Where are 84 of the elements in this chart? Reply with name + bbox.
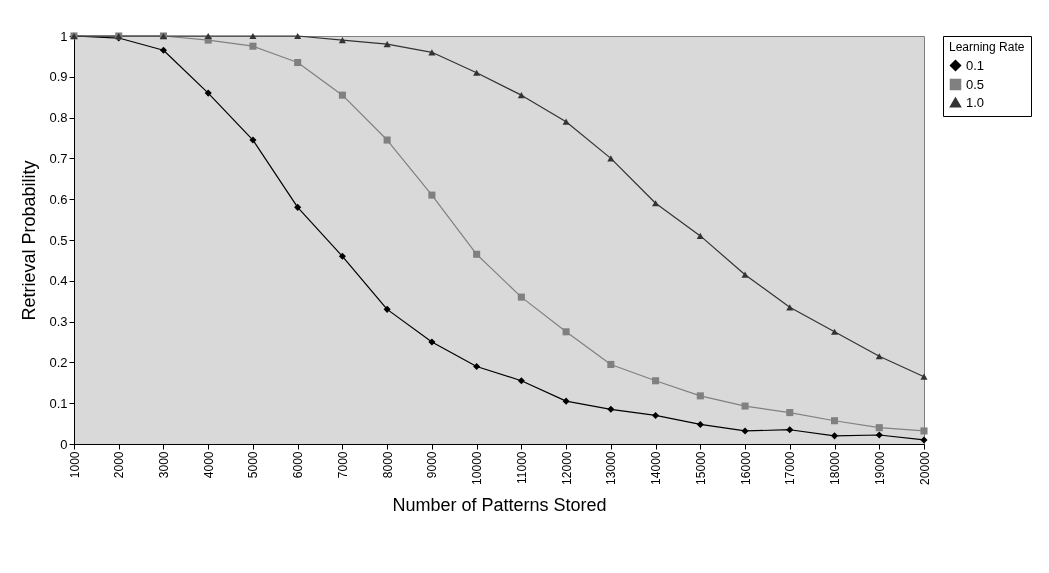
x-tick-label: 9000 xyxy=(425,451,440,479)
point xyxy=(786,426,794,434)
point xyxy=(696,392,704,400)
x-tick-label: 12000 xyxy=(559,451,574,485)
point xyxy=(741,427,749,435)
y-tick-label: 0.9 xyxy=(49,69,68,85)
point xyxy=(428,191,436,199)
point xyxy=(741,271,749,278)
x-tick-label: 18000 xyxy=(828,451,843,485)
point xyxy=(830,432,839,440)
point xyxy=(428,338,436,346)
point xyxy=(562,118,570,125)
point xyxy=(741,402,749,410)
point xyxy=(383,305,391,313)
x-tick-label: 20000 xyxy=(917,451,932,485)
y-tick-label: 0.3 xyxy=(49,314,68,330)
point xyxy=(294,203,302,211)
x-tick-label: 8000 xyxy=(380,451,395,479)
x-tick-label: 15000 xyxy=(693,451,708,485)
point xyxy=(562,397,570,405)
x-tick-label: 7000 xyxy=(335,451,350,479)
point xyxy=(517,293,525,301)
legend-title: Learning Rate xyxy=(949,40,1025,54)
point xyxy=(562,328,570,336)
y-tick-label: 0.6 xyxy=(49,191,68,207)
point xyxy=(338,91,346,99)
legend-label: 0.1 xyxy=(966,57,985,73)
x-tick-label: 11000 xyxy=(514,451,529,484)
y-tick-label: 0 xyxy=(60,436,68,452)
point xyxy=(159,46,168,54)
point xyxy=(830,417,839,425)
point xyxy=(920,436,928,444)
x-tick-label: 2000 xyxy=(112,451,127,479)
y-axis-title: Retrieval Probability xyxy=(19,160,40,321)
x-tick-label: 13000 xyxy=(604,451,619,485)
point xyxy=(294,58,302,67)
x-tick-label: 5000 xyxy=(246,451,261,479)
point xyxy=(517,92,525,99)
point xyxy=(696,420,704,428)
x-tick-label: 16000 xyxy=(738,451,753,485)
x-tick-label: 6000 xyxy=(291,451,306,479)
point xyxy=(607,405,615,413)
point xyxy=(875,431,883,439)
point xyxy=(652,200,660,207)
point xyxy=(204,89,212,97)
x-tick-label: 17000 xyxy=(783,451,798,485)
point xyxy=(338,252,346,260)
point xyxy=(383,136,391,144)
point xyxy=(249,32,257,40)
x-axis-title: Number of Patterns Stored xyxy=(392,494,607,515)
y-tick-label: 0.8 xyxy=(49,110,68,126)
point xyxy=(249,136,257,144)
point xyxy=(607,360,615,368)
x-tick-label: 3000 xyxy=(156,451,171,479)
y-tick-label: 0.4 xyxy=(49,273,68,289)
x-tick-label: 10000 xyxy=(470,451,485,485)
legend-label: 1.0 xyxy=(966,94,985,110)
point xyxy=(786,409,794,417)
y-tick-label: 0.7 xyxy=(49,150,68,166)
x-tick-label: 14000 xyxy=(649,451,664,485)
x-tick-label: 4000 xyxy=(201,451,216,479)
point xyxy=(473,250,481,258)
point xyxy=(294,32,302,40)
point xyxy=(204,32,212,40)
y-tick-label: 0.5 xyxy=(49,232,68,248)
point xyxy=(383,41,391,48)
legend-label: 0.5 xyxy=(966,76,985,92)
point xyxy=(830,328,839,335)
point xyxy=(249,42,257,50)
point xyxy=(920,427,928,435)
point xyxy=(473,362,481,371)
point xyxy=(517,377,525,385)
y-tick-label: 0.1 xyxy=(49,395,68,411)
point xyxy=(875,424,883,432)
point xyxy=(696,232,704,239)
y-tick-label: 0.2 xyxy=(49,354,68,370)
y-tick-label: 1 xyxy=(60,28,68,44)
point xyxy=(473,69,481,76)
point xyxy=(652,411,660,419)
x-tick-label: 19000 xyxy=(872,451,887,485)
point xyxy=(338,37,346,44)
x-tick-label: 1000 xyxy=(67,451,82,479)
point xyxy=(920,373,928,380)
point xyxy=(652,377,660,385)
